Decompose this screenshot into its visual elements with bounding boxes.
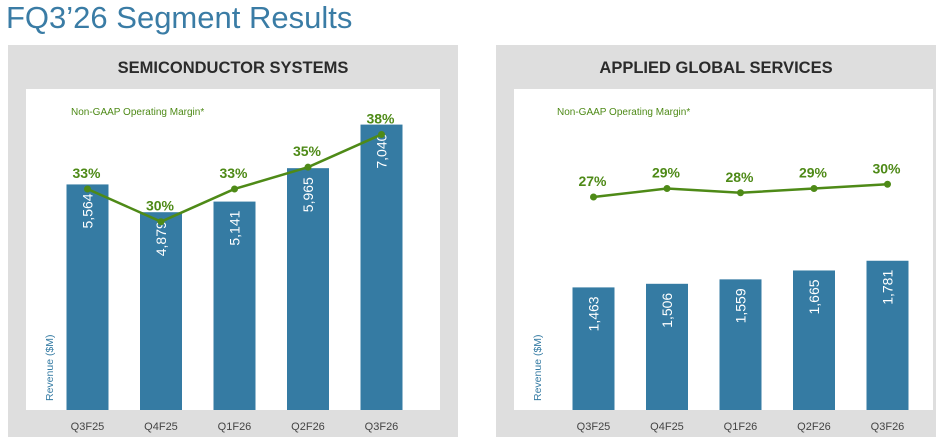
services-bar-q4f25: [646, 283, 688, 410]
semiconductor-margin-point: [231, 185, 238, 193]
services-margin-label: 30%: [872, 160, 901, 176]
applied-global-services-panel: APPLIED GLOBAL SERVICES 1,463 1,506 1,559 1…: [496, 45, 936, 437]
semiconductor-bar-value-label: 5,965: [300, 177, 316, 212]
semiconductor-bar-q3f26: [360, 124, 403, 410]
semiconductor-margin-point: [84, 185, 91, 193]
services-bar-value-label: 1,665: [806, 279, 822, 314]
services-margin-point: [810, 185, 818, 192]
services-margin-label: 28%: [725, 169, 754, 185]
services-category-label: Q4F25: [650, 421, 684, 433]
semiconductor-systems-chart-area: 5,564 4,879 5,141 5,965 7,040 Q3F25 Q4F25 Q1F26…: [26, 89, 440, 433]
services-category-label: Q3F26: [871, 421, 905, 433]
services-category-label: Q3F25: [577, 421, 611, 433]
semiconductor-category-label: Q2F26: [291, 421, 325, 433]
semiconductor-bar-value-label: 7,040: [374, 133, 390, 168]
semiconductor-margin-label: 30%: [146, 198, 175, 214]
semiconductor-systems-panel: SEMICONDUCTOR SYSTEMS 5,564 4,879 5,141 5,9…: [8, 45, 458, 437]
semiconductor-bar-q2f26: [287, 168, 329, 410]
services-legend-label: Non-GAAP Operating Margin*: [557, 107, 690, 118]
services-margin-point: [884, 180, 891, 188]
semiconductor-systems-title: SEMICONDUCTOR SYSTEMS: [117, 59, 349, 77]
services-bar-q3f26: [866, 260, 909, 410]
semiconductor-margin-label: 33%: [72, 165, 101, 181]
applied-global-services-chart-area: 1,463 1,506 1,559 1,665 1,781 Q3F25 Q4F25 Q1F26…: [514, 89, 933, 433]
semiconductor-bar-value-label: 4,879: [153, 221, 169, 256]
services-bar-q2f26: [793, 270, 835, 410]
semiconductor-margin-label: 33%: [219, 165, 248, 181]
semiconductor-y-axis-label: Revenue ($M): [44, 334, 56, 401]
semiconductor-bar-q3f25: [66, 184, 109, 410]
services-margin-point: [737, 189, 744, 197]
semiconductor-bar-q1f26: [213, 201, 256, 410]
semiconductor-margin-point: [304, 163, 312, 171]
semiconductor-category-label: Q4F25: [144, 421, 178, 433]
services-margin-label: 29%: [652, 165, 681, 181]
services-margin-label: 29%: [799, 165, 828, 181]
page-title: FQ3’26 Segment Results: [6, 0, 353, 35]
services-category-label: Q2F26: [797, 421, 831, 433]
applied-global-services-title: APPLIED GLOBAL SERVICES: [599, 59, 833, 77]
applied-global-services-chart: 1,463 1,506 1,559 1,665 1,781 Q3F25 Q4F25 Q1F26…: [532, 107, 909, 433]
services-margin-label: 27%: [578, 173, 607, 189]
semiconductor-bar-value-label: 5,141: [227, 210, 243, 245]
semiconductor-bar-value-label: 5,564: [80, 193, 96, 228]
semiconductor-legend-label: Non-GAAP Operating Margin*: [71, 107, 204, 118]
semiconductor-bar-q4f25: [140, 212, 182, 410]
services-bar-value-label: 1,559: [733, 288, 749, 323]
services-y-axis-label: Revenue ($M): [532, 334, 544, 401]
services-bar-value-label: 1,781: [880, 270, 896, 305]
services-margin-point: [590, 193, 597, 201]
services-margin-point: [663, 185, 671, 192]
services-bar-q1f26: [719, 279, 762, 410]
semiconductor-category-label: Q3F25: [71, 421, 105, 433]
services-bar-value-label: 1,506: [659, 293, 675, 328]
semiconductor-margin-point: [157, 218, 165, 226]
semiconductor-margin-label: 35%: [293, 143, 322, 159]
semiconductor-margin-label: 38%: [366, 110, 395, 126]
semiconductor-category-label: Q3F26: [365, 421, 399, 433]
services-bar-q3f25: [572, 287, 615, 410]
semiconductor-margin-point: [378, 130, 385, 138]
semiconductor-systems-chart: 5,564 4,879 5,141 5,965 7,040 Q3F25 Q4F25 Q1F26…: [44, 107, 403, 433]
services-category-label: Q1F26: [724, 421, 758, 433]
services-bar-value-label: 1,463: [586, 296, 602, 331]
semiconductor-category-label: Q1F26: [218, 421, 252, 433]
